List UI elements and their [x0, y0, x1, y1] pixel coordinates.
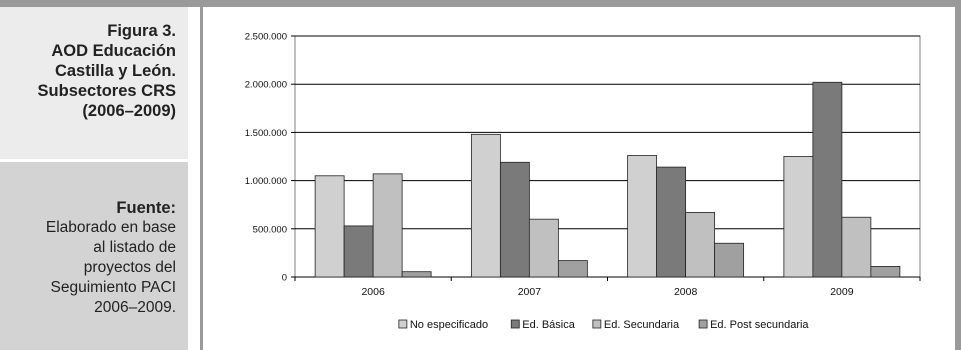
bar	[343, 225, 374, 278]
legend-swatch	[592, 319, 602, 329]
legend-label: Ed. Post secundaria	[710, 319, 809, 331]
bar	[314, 175, 345, 278]
y-tick-label: 1.500.000	[245, 128, 287, 139]
frame-top-border	[0, 0, 961, 7]
bar	[783, 156, 814, 278]
y-tick-label: 1.000.000	[245, 176, 287, 187]
caption-line: Figura 3.	[107, 22, 176, 40]
bar	[870, 265, 901, 278]
bar	[812, 81, 843, 278]
caption-line: (2006–2009)	[82, 102, 176, 120]
bar	[499, 161, 530, 278]
legend-label: No especificado	[410, 319, 488, 331]
bar	[528, 218, 559, 278]
legend-swatch	[698, 319, 708, 329]
sidebar: Figura 3. AOD Educación Castilla y León.…	[0, 7, 200, 350]
bar	[841, 216, 872, 278]
x-tick-label: 2006	[361, 286, 385, 298]
caption-line: AOD Educación	[51, 42, 176, 60]
y-tick-label: 2.500.000	[245, 32, 287, 43]
source-label: Fuente:	[116, 199, 176, 217]
source-line: al listado de	[93, 239, 176, 256]
y-tick-label: 0	[282, 273, 287, 284]
legend-swatch	[398, 319, 408, 329]
bar-chart: 0 500.000 1.000.000 1.500.000 2.000.000 2.500…	[210, 20, 945, 350]
bar	[656, 166, 687, 278]
source-note: Fuente: Elaborado en base al listado de …	[0, 162, 188, 350]
bar	[714, 242, 745, 278]
x-tick-label: 2007	[518, 286, 542, 298]
bar	[372, 173, 403, 278]
y-tick-label: 2.000.000	[245, 80, 287, 91]
legend-swatch	[510, 319, 520, 329]
caption-line: Subsectores CRS	[37, 82, 176, 100]
sidebar-divider	[200, 7, 203, 350]
source-line: proyectos del	[83, 259, 176, 276]
figure-caption: Figura 3. AOD Educación Castilla y León.…	[0, 7, 188, 159]
source-line: 2006–2009.	[94, 299, 176, 316]
bar	[627, 155, 658, 278]
bar	[557, 260, 588, 278]
bar	[685, 212, 716, 278]
frame-right-border	[955, 0, 961, 350]
chart-svg: 0 500.000 1.000.000 1.500.000 2.000.000 2.500…	[245, 32, 921, 331]
source-line: Elaborado en base	[45, 219, 176, 236]
bar	[401, 271, 432, 278]
x-tick-label: 2008	[674, 286, 698, 298]
x-tick-label: 2009	[830, 286, 854, 298]
legend-label: Ed. Básica	[522, 319, 575, 331]
caption-line: Castilla y León.	[54, 62, 176, 80]
bar	[470, 133, 501, 278]
y-tick-label: 500.000	[253, 224, 287, 235]
legend-label: Ed. Secundaria	[604, 319, 680, 331]
source-line: Seguimiento PACI	[50, 279, 177, 296]
